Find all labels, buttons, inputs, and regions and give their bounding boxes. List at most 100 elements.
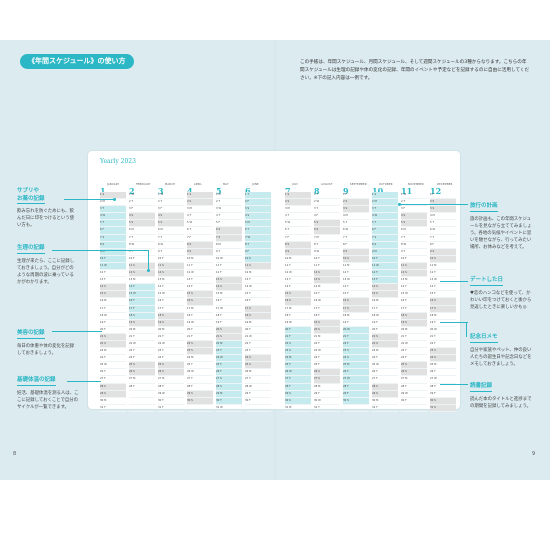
day-row[interactable]: 19 W (187, 320, 213, 327)
day-row[interactable]: 11 S (245, 262, 271, 271)
day-row[interactable]: 25 M (343, 362, 369, 370)
day-row[interactable]: 2 T (401, 199, 427, 207)
day-row[interactable]: 17 M (187, 306, 213, 313)
day-row[interactable]: 25 S (158, 362, 184, 370)
day-row[interactable]: 9 W (314, 249, 340, 256)
day-row[interactable]: 9 S (187, 248, 213, 256)
day-row[interactable]: 31 F (158, 405, 184, 412)
day-row[interactable]: 19 F (216, 320, 242, 327)
day-row[interactable]: 6 M (401, 227, 427, 235)
day-row[interactable]: 25 W (372, 362, 398, 370)
day-row[interactable]: 24 F (158, 355, 184, 363)
day-row[interactable]: 9 M (372, 248, 398, 256)
day-row[interactable]: 8 T (245, 241, 271, 249)
day-row[interactable]: 10 T (314, 256, 340, 263)
day-row[interactable]: 17 T (100, 306, 126, 313)
day-row[interactable]: 8 S (187, 241, 213, 249)
day-row[interactable]: 4 T (285, 213, 311, 221)
day-row[interactable]: 22 W (401, 341, 427, 349)
day-row[interactable]: 4 W (372, 213, 398, 221)
day-row[interactable]: 25 T (285, 362, 311, 370)
day-row[interactable]: 23 M (100, 348, 126, 356)
day-row[interactable]: 21 T (401, 334, 427, 341)
day-row[interactable]: 1 S (372, 192, 398, 200)
day-row[interactable]: 12 S (314, 270, 340, 278)
day-row[interactable]: 13 S (216, 277, 242, 285)
day-row[interactable]: 24 M (285, 355, 311, 363)
day-row[interactable]: 2 S (430, 199, 456, 207)
day-row[interactable]: 7 T (158, 235, 184, 242)
day-row[interactable]: 10 T (100, 255, 126, 263)
day-row[interactable]: 21 T (343, 333, 369, 341)
day-row[interactable]: 6 T (245, 227, 271, 235)
day-row[interactable] (187, 405, 213, 412)
day-row[interactable]: 26 S (314, 369, 340, 377)
day-row[interactable]: 4 T (187, 213, 213, 221)
day-row[interactable]: 21 T (129, 334, 155, 341)
day-row[interactable]: 29 S (372, 390, 398, 398)
day-row[interactable]: 20 M (158, 327, 184, 334)
day-row[interactable]: 5 T (372, 220, 398, 228)
day-row[interactable] (343, 405, 369, 412)
day-row[interactable]: 7 T (430, 235, 456, 242)
day-row[interactable]: 3 S (245, 206, 271, 214)
day-row[interactable]: 17 S (430, 305, 456, 313)
day-row[interactable]: 17 F (401, 306, 427, 313)
day-row[interactable]: 11 S (401, 262, 427, 271)
day-row[interactable]: 10 F (401, 256, 427, 263)
day-row[interactable]: 23 S (285, 348, 311, 356)
day-row[interactable]: 12 W (285, 270, 311, 278)
day-row[interactable]: 5 S (401, 220, 427, 228)
day-row[interactable]: 11 T (216, 263, 242, 271)
day-row[interactable]: 10 S (430, 255, 456, 263)
day-row[interactable]: 15 M (216, 291, 242, 299)
day-row[interactable]: 30 S (285, 397, 311, 405)
day-row[interactable]: 11 S (129, 262, 155, 271)
day-row[interactable]: 5 T (430, 220, 456, 228)
day-row[interactable]: 18 M (430, 313, 456, 320)
day-row[interactable]: 22 S (372, 340, 398, 349)
day-row[interactable]: 31 M (285, 405, 311, 412)
day-row[interactable]: 23 S (187, 348, 213, 356)
day-row[interactable]: 11 M (343, 263, 369, 271)
day-row[interactable]: 27 F (100, 376, 126, 384)
day-row[interactable]: 27 T (285, 376, 311, 384)
day-row[interactable]: 12 T (100, 270, 126, 278)
day-row[interactable]: 21 S (372, 333, 398, 341)
day-row[interactable]: 15 F (430, 291, 456, 299)
day-row[interactable]: 6 W (343, 227, 369, 235)
day-row[interactable]: 1 W (129, 192, 155, 200)
day-row[interactable]: 19 T (372, 320, 398, 327)
day-row[interactable]: 13 T (285, 277, 311, 285)
day-row[interactable]: 24 F (401, 355, 427, 363)
day-row[interactable]: 7 F (285, 235, 311, 242)
day-row[interactable]: 15 T (314, 291, 340, 299)
day-row[interactable]: 11 M (430, 263, 456, 271)
day-row[interactable]: 29 S (187, 390, 213, 398)
day-row[interactable] (401, 405, 427, 412)
day-row[interactable]: 5 S (129, 220, 155, 228)
day-row[interactable]: 4 F (314, 213, 340, 221)
day-row[interactable]: 30 W (314, 398, 340, 405)
day-row[interactable]: 13 F (372, 277, 398, 285)
day-row[interactable]: 24 S (245, 355, 271, 363)
day-row[interactable]: 25 T (187, 362, 213, 370)
day-row[interactable]: 7 T (343, 235, 369, 242)
day-row[interactable]: 7 S (100, 234, 126, 242)
day-row[interactable]: 27 S (314, 376, 340, 384)
day-row[interactable]: 18 T (216, 313, 242, 320)
day-row[interactable]: 6 M (129, 227, 155, 235)
day-row[interactable]: 3 M (187, 206, 213, 214)
day-row[interactable]: 13 T (187, 277, 213, 285)
day-row[interactable]: 22 W (158, 341, 184, 349)
day-row[interactable]: 10 T (372, 255, 398, 263)
day-row[interactable]: 9 M (100, 248, 126, 256)
day-row[interactable]: 2 T (216, 199, 242, 207)
day-row[interactable]: 2 M (372, 199, 398, 207)
day-row[interactable]: 14 S (372, 284, 398, 292)
day-row[interactable]: 3 T (100, 206, 126, 214)
day-row[interactable]: 30 M (372, 398, 398, 405)
day-row[interactable]: 21 F (187, 334, 213, 341)
day-row[interactable]: 9 S (430, 248, 456, 256)
day-row[interactable]: 29 F (343, 390, 369, 398)
